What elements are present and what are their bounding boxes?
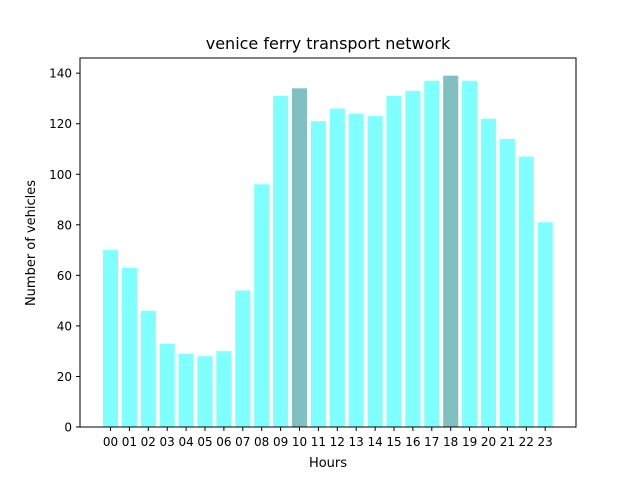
x-tick-label-22: 22 <box>519 435 534 449</box>
y-tick-label-100: 100 <box>49 168 72 182</box>
y-tick-label-60: 60 <box>57 269 72 283</box>
x-tick-label-12: 12 <box>330 435 345 449</box>
bar-07 <box>235 290 251 427</box>
y-axis: 0 20 40 60 80 100 120 140 <box>49 67 80 435</box>
bar-14 <box>367 116 383 427</box>
chart-title: venice ferry transport network <box>206 34 451 53</box>
bar-08 <box>254 184 270 427</box>
bar-04 <box>178 353 194 427</box>
plot-frame <box>79 57 577 428</box>
bar-06 <box>216 351 232 427</box>
x-tick-label-08: 08 <box>254 435 269 449</box>
x-tick-label-21: 21 <box>500 435 515 449</box>
bar-18 <box>443 75 459 427</box>
bar-03 <box>159 343 175 427</box>
bars-group <box>102 75 553 428</box>
y-axis-label: Number of vehicles <box>24 180 39 306</box>
bar-09 <box>273 95 289 427</box>
x-axis-label: Hours <box>309 456 347 471</box>
x-tick-label-17: 17 <box>424 435 439 449</box>
x-tick-label-03: 03 <box>160 435 175 449</box>
bar-22 <box>518 156 534 427</box>
y-tick-label-0: 0 <box>64 421 72 435</box>
bar-21 <box>499 138 515 427</box>
x-tick-label-10: 10 <box>292 435 307 449</box>
x-tick-label-18: 18 <box>443 435 458 449</box>
y-tick-label-140: 140 <box>49 67 72 81</box>
x-tick-label-15: 15 <box>386 435 401 449</box>
x-tick-label-13: 13 <box>349 435 364 449</box>
x-tick-label-06: 06 <box>216 435 231 449</box>
bar-19 <box>462 80 478 427</box>
bar-02 <box>140 310 156 427</box>
bar-16 <box>405 90 421 428</box>
y-tick-label-20: 20 <box>57 370 72 384</box>
bar-00 <box>102 250 119 427</box>
x-tick-label-23: 23 <box>538 435 553 449</box>
bar-13 <box>348 113 364 427</box>
x-tick-label-11: 11 <box>311 435 326 449</box>
bar-05 <box>197 356 213 427</box>
bar-15 <box>386 95 402 427</box>
x-tick-label-04: 04 <box>178 435 193 449</box>
x-tick-label-16: 16 <box>405 435 420 449</box>
x-tick-label-14: 14 <box>367 435 382 449</box>
bar-23 <box>537 222 553 427</box>
x-tick-label-00: 00 <box>103 435 118 449</box>
bar-10 <box>291 88 308 427</box>
bar-20 <box>480 118 497 427</box>
x-tick-label-09: 09 <box>273 435 288 449</box>
x-tick-label-02: 02 <box>141 435 156 449</box>
x-tick-label-07: 07 <box>235 435 250 449</box>
bar-11 <box>310 121 326 428</box>
x-tick-label-01: 01 <box>122 435 137 449</box>
bar-12 <box>329 108 345 428</box>
y-tick-label-40: 40 <box>57 319 72 333</box>
x-tick-label-20: 20 <box>481 435 496 449</box>
bar-01 <box>121 267 137 427</box>
x-tick-label-19: 19 <box>462 435 477 449</box>
y-tick-label-80: 80 <box>57 218 72 232</box>
x-axis: 00 01 02 03 04 05 06 07 08 09 10 11 12 13 14 15 16 17 18 19… <box>103 427 553 449</box>
y-tick-label-120: 120 <box>49 117 72 131</box>
bar-17 <box>424 80 440 427</box>
x-tick-label-05: 05 <box>197 435 212 449</box>
